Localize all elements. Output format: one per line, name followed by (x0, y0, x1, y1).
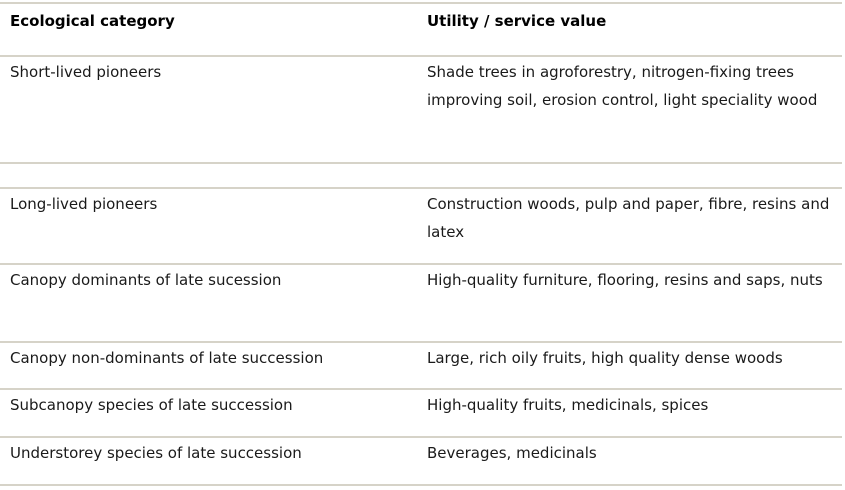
table-row: Canopy non-dominants of late succession … (0, 341, 842, 388)
value-cell (427, 164, 842, 187)
column-header-ecological-category: Ecological category (10, 12, 175, 30)
value-cell: Construction woods, pulp and paper, fibr… (427, 195, 830, 241)
value-cell: Beverages, medicinals (427, 444, 597, 462)
value-cell: Large, rich oily fruits, high quality de… (427, 349, 783, 367)
table-row: Understorey species of late succession B… (0, 436, 842, 484)
category-cell: Understorey species of late succession (10, 444, 302, 462)
table-header-row: Ecological category Utility / service va… (0, 2, 842, 55)
category-cell: Subcanopy species of late succession (10, 396, 293, 414)
value-cell: Shade trees in agroforestry, nitrogen-fi… (427, 63, 818, 109)
category-cell (0, 164, 427, 187)
table-row: Subcanopy species of late succession Hig… (0, 388, 842, 436)
table-row: Long-lived pioneers Construction woods, … (0, 187, 842, 263)
value-cell: High-quality fruits, medicinals, spices (427, 396, 709, 414)
table-row: Short-lived pioneers Shade trees in agro… (0, 55, 842, 162)
value-cell: High-quality furniture, flooring, resins… (427, 271, 823, 289)
category-cell: Canopy non-dominants of late succession (10, 349, 324, 367)
category-cell: Canopy dominants of late sucession (10, 271, 282, 289)
category-cell: Long-lived pioneers (10, 195, 158, 213)
column-header-utility-service-value: Utility / service value (427, 12, 607, 30)
category-cell: Short-lived pioneers (10, 63, 162, 81)
table-row: Canopy dominants of late sucession High-… (0, 263, 842, 341)
table-row-empty (0, 162, 842, 187)
